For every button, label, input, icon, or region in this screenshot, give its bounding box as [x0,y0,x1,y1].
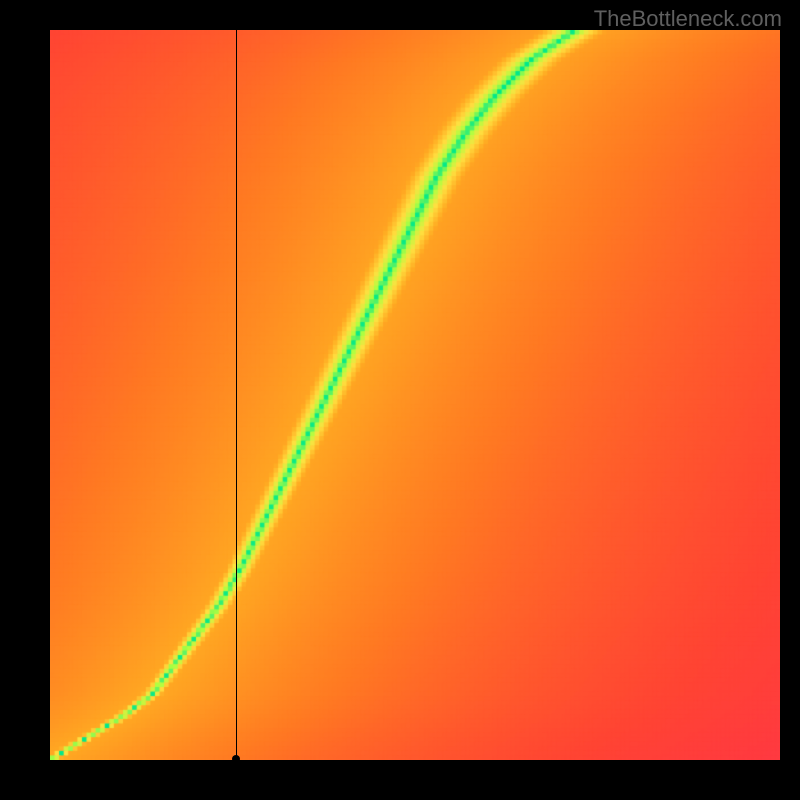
heatmap-canvas [50,30,780,760]
watermark-text: TheBottleneck.com [594,6,782,32]
heatmap-plot [50,30,780,760]
marker-dot [232,755,240,763]
marker-vertical-line [236,30,237,760]
